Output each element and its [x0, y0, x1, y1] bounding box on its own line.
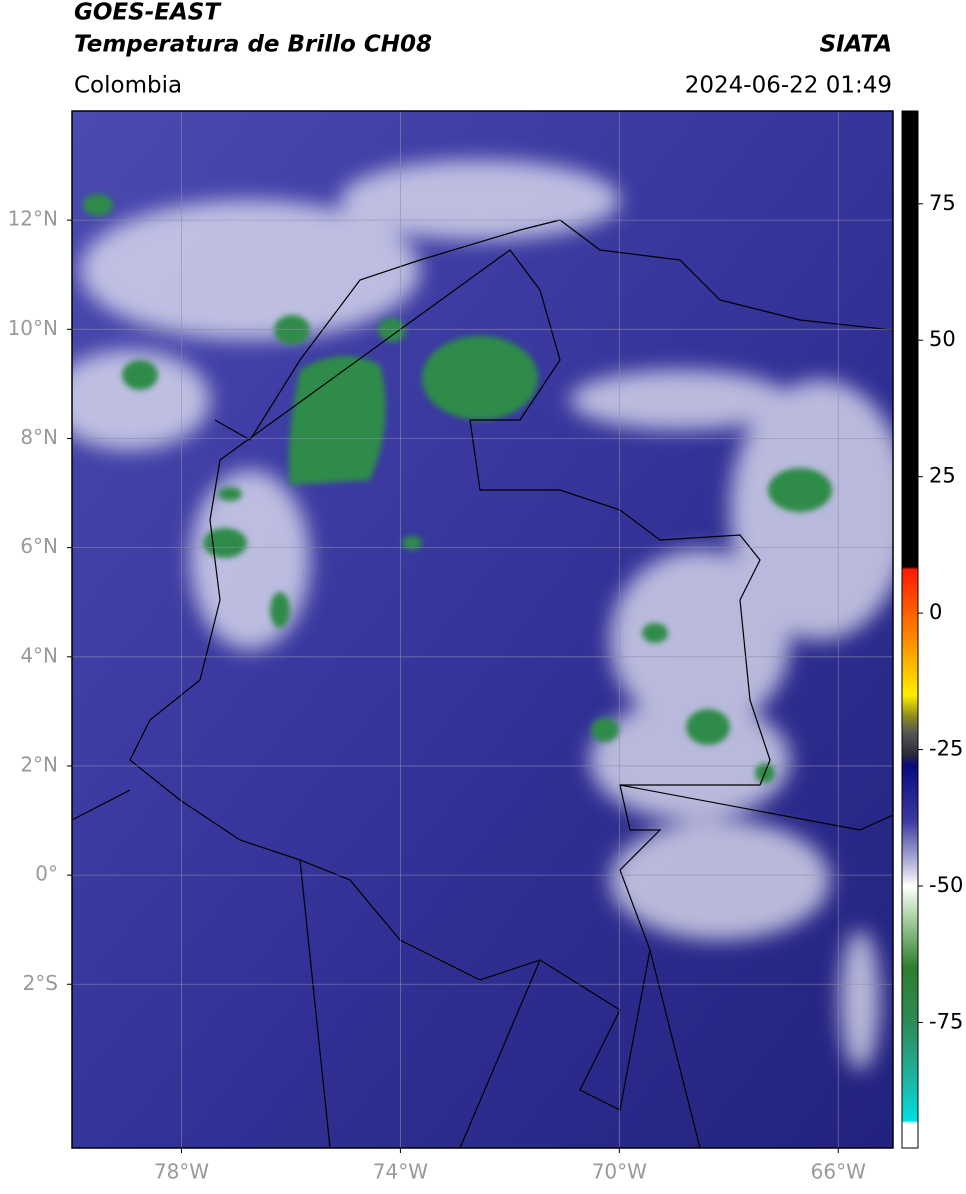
y-tick-label: 12°N — [8, 207, 58, 231]
subtitle: Temperatura de Brillo CH08 — [74, 32, 432, 58]
y-tick-label: 2°N — [20, 752, 58, 776]
y-tick-label: 4°N — [20, 643, 58, 667]
colorbar-tick-label: -25 — [929, 737, 963, 761]
colorbar-tick-label: 75 — [929, 191, 956, 215]
x-tick-label: 78°W — [154, 1160, 209, 1184]
y-tick-label: 2°S — [23, 971, 58, 995]
colorbar-tick-label: -75 — [929, 1009, 963, 1033]
y-tick-label: 0° — [35, 862, 58, 886]
source: SIATA — [820, 32, 892, 58]
x-tick-label: 74°W — [373, 1160, 428, 1184]
cold-cloud-tops — [83, 194, 832, 783]
map-frame — [71, 110, 894, 1149]
y-tick-label: 6°N — [20, 534, 58, 558]
clouds — [72, 160, 893, 1070]
borders — [72, 219, 893, 1148]
y-tick-label: 8°N — [20, 425, 58, 449]
timestamp: 2024-06-22 01:49 — [685, 73, 892, 99]
map-area — [72, 111, 893, 1148]
grid — [72, 111, 893, 1148]
title: GOES-EAST — [74, 0, 222, 26]
x-tick-label: 70°W — [592, 1160, 647, 1184]
x-tick-label: 66°W — [811, 1160, 866, 1184]
y-tick-label: 10°N — [8, 316, 58, 340]
colorbar-tick-label: 0 — [929, 600, 942, 624]
colorbar-tick-label: 25 — [929, 464, 956, 488]
colorbar — [901, 110, 919, 1149]
colorbar-tick-label: 50 — [929, 327, 956, 351]
region: Colombia — [74, 73, 182, 99]
colorbar-tick-label: -50 — [929, 873, 963, 897]
